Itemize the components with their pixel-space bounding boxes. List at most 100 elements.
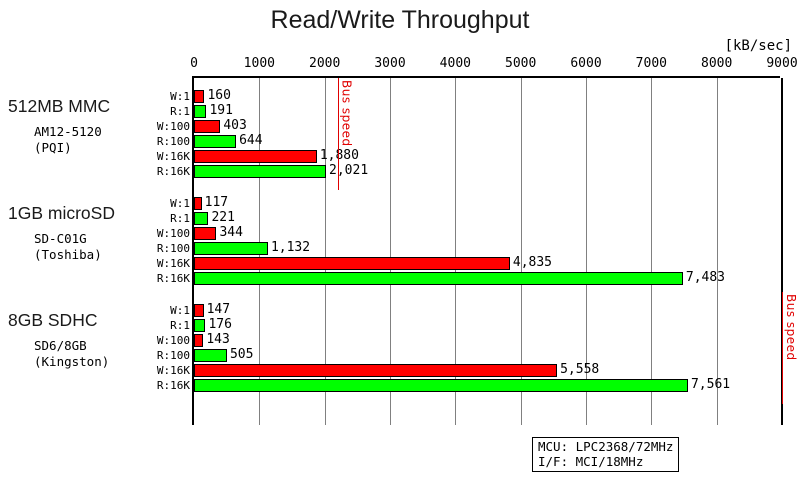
- gridline-3000: [390, 78, 391, 425]
- bar-category-label: R:1: [170, 105, 190, 118]
- bar-value-label: 7,561: [690, 377, 731, 392]
- gridline-8000: [716, 78, 718, 425]
- bar-category-label: R:100: [156, 242, 190, 255]
- bus-speed-line: [782, 292, 783, 404]
- bar-row: R:16K 7,561: [157, 377, 782, 392]
- group-vendor-2: (Toshiba): [34, 247, 102, 262]
- bar-write: [194, 304, 204, 317]
- bar-row: W:100 344: [157, 225, 782, 240]
- bar-row: R:1 221: [170, 210, 782, 225]
- plot-area: 0 1000 2000 3000 4000 5000 6000 7000 8000 9000 W:…: [157, 56, 798, 425]
- bar-value-label: 221: [211, 210, 235, 225]
- bar-value-label: 117: [204, 195, 229, 210]
- x-tick-9000: 9000: [766, 56, 798, 71]
- bar-row: W:1 117: [170, 195, 782, 210]
- bar-value-label: 403: [223, 118, 247, 133]
- bar-value-label: 147: [206, 302, 231, 317]
- chart-title: Read/Write Throughput: [270, 6, 530, 34]
- gridline-5000: [520, 78, 522, 425]
- bar-read: [194, 319, 206, 332]
- bar-category-label: R:1: [170, 319, 190, 332]
- bar-write: [194, 120, 221, 133]
- bar-row: W:16K 1,880: [157, 148, 782, 163]
- gridline-7000: [651, 78, 653, 425]
- axis-unit-label: [kB/sec]: [724, 38, 792, 54]
- bar-value-label: 4,835: [512, 255, 553, 270]
- info-line-mcu: MCU: LPC2368/72MHz: [538, 439, 674, 454]
- bar-value-label: 191: [209, 103, 233, 118]
- bar-read: [194, 349, 227, 362]
- bar-value-label: 7,483: [685, 270, 726, 285]
- bar-value-label: 644: [239, 133, 263, 148]
- bar-value-label: 344: [219, 225, 243, 240]
- x-tick-8000: 8000: [701, 56, 733, 71]
- bar-row: R:16K 7,483: [157, 270, 782, 285]
- group-title-3: 8GB SDHC: [8, 310, 98, 330]
- bar-category-label: W:1: [170, 304, 190, 317]
- group-model-3: SD6/8GB: [34, 338, 87, 353]
- x-tick-2000: 2000: [309, 56, 341, 71]
- bar-row: R:16K 2,021: [157, 163, 782, 178]
- gridline-4000: [455, 78, 457, 425]
- bar-value-label: 176: [208, 317, 232, 332]
- group-vendor-3: (Kingston): [34, 354, 110, 369]
- bar-category-label: W:16K: [156, 257, 190, 270]
- group-model-1: AM12-5120: [34, 124, 102, 139]
- bar-value-label: 1,132: [270, 240, 311, 255]
- x-tick-4000: 4000: [439, 56, 471, 71]
- bus-speed-line: [337, 78, 339, 190]
- bar-write: [194, 90, 205, 103]
- bar-row: W:100 143: [157, 333, 782, 347]
- bar-write: [194, 150, 317, 163]
- bar-category-label: W:1: [170, 197, 190, 210]
- bar-category-label: R:16K: [156, 379, 190, 392]
- bar-row: R:1 176: [170, 317, 782, 332]
- bus-speed-label: Bus speed: [784, 294, 798, 361]
- gridline-6000: [586, 78, 587, 425]
- bar-write: [194, 227, 217, 240]
- bar-category-label: W:16K: [156, 150, 190, 163]
- bar-category-label: W:100: [156, 120, 190, 133]
- bar-write: [194, 197, 202, 210]
- bar-read: [194, 242, 268, 255]
- group-title-2: 1GB microSD: [8, 203, 115, 223]
- x-tick-7000: 7000: [635, 56, 667, 71]
- bar-category-label: R:16K: [156, 272, 190, 285]
- gridline-2000: [324, 78, 326, 425]
- group-vendor-1: (PQI): [34, 140, 72, 155]
- bar-read: [194, 379, 688, 392]
- info-line-interface: I/F: MCI/18MHz: [538, 454, 644, 469]
- info-box: MCU: LPC2368/72MHz I/F: MCI/18MHz: [532, 437, 680, 472]
- bar-row: W:1 147: [170, 302, 782, 317]
- bar-category-label: W:100: [156, 334, 190, 347]
- bar-category-label: W:1: [170, 90, 190, 103]
- bar-category-label: R:1: [170, 212, 190, 225]
- bar-row: R:100 644: [157, 133, 782, 148]
- bar-row: W:16K 4,835: [157, 255, 782, 270]
- bar-read: [194, 165, 327, 178]
- x-tick-6000: 6000: [570, 56, 602, 71]
- bar-row: W:16K 5,558: [157, 362, 782, 377]
- x-tick-0: 0: [190, 56, 198, 71]
- bar-row: R:100 505: [157, 347, 782, 362]
- bar-value-label: 1,880: [319, 148, 359, 163]
- bar-row: W:1 160: [170, 89, 782, 103]
- x-tick-1000: 1000: [243, 56, 275, 71]
- bar-value-label: 505: [229, 347, 254, 362]
- bar-write: [194, 364, 558, 377]
- bar-write: [194, 257, 510, 270]
- bar-category-label: W:16K: [156, 364, 190, 377]
- x-tick-3000: 3000: [374, 56, 406, 71]
- bar-read: [194, 272, 683, 285]
- bar-row: W:100 403: [157, 118, 782, 133]
- bar-read: [194, 105, 207, 118]
- bar-value-label: 5,558: [560, 362, 600, 377]
- bar-value-label: 2,021: [329, 163, 369, 178]
- bar-read: [194, 212, 209, 225]
- x-tick-5000: 5000: [505, 56, 537, 71]
- bar-read: [194, 135, 237, 148]
- bar-row: R:1 191: [170, 103, 782, 118]
- bus-speed-label: Bus speed: [339, 80, 354, 147]
- group-title-1: 512MB MMC: [8, 96, 111, 116]
- gridline-9000: [781, 78, 783, 425]
